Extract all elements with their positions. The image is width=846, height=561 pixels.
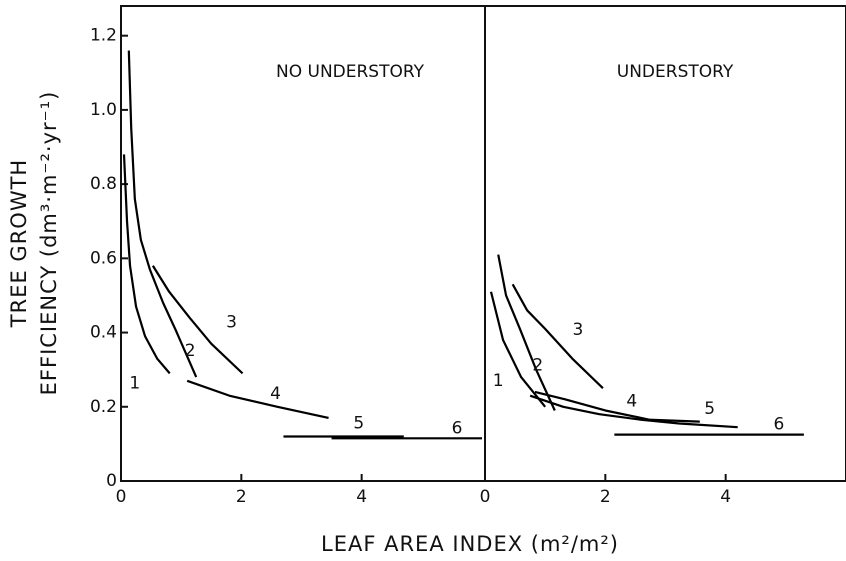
curve <box>127 50 198 378</box>
y-axis-label: TREE GROWTH <box>7 159 31 328</box>
curve-label: 2 <box>532 355 543 375</box>
y-axis-label: EFFICIENCY (dm³·m⁻²·yr⁻¹) <box>37 91 61 396</box>
curve-label: 1 <box>129 373 140 393</box>
y-tick-label: 0.2 <box>90 397 117 417</box>
panel-title: NO UNDERSTORY <box>276 62 425 82</box>
x-tick-label: 2 <box>236 487 247 507</box>
curve <box>529 394 738 429</box>
x-tick-label: 2 <box>600 487 611 507</box>
y-tick-label: 1.2 <box>90 26 117 46</box>
curve <box>534 390 700 423</box>
curve <box>151 265 244 375</box>
x-axis-label: LEAF AREA INDEX (m²/m²) <box>321 532 619 556</box>
curve-label: 3 <box>573 320 584 340</box>
curve-label: 6 <box>452 418 463 438</box>
panel-title: UNDERSTORY <box>617 62 734 82</box>
curve-label: 6 <box>773 415 784 435</box>
curve <box>511 283 604 390</box>
curve-label: 4 <box>270 384 281 404</box>
x-tick-label: 0 <box>480 487 491 507</box>
y-tick-label: 0.8 <box>90 174 117 194</box>
y-tick-label: 0.4 <box>90 323 117 343</box>
curve-label: 5 <box>353 413 364 433</box>
curve <box>122 154 171 375</box>
curve-label: 2 <box>185 341 196 361</box>
x-tick-label: 4 <box>720 487 731 507</box>
curve <box>186 379 329 419</box>
curve <box>497 254 556 411</box>
curve-label: 1 <box>493 371 504 391</box>
curve-label: 4 <box>626 392 637 412</box>
curve-label: 5 <box>704 399 715 419</box>
curve <box>489 291 547 408</box>
curve-label: 3 <box>226 312 237 332</box>
y-tick-label: 1.0 <box>90 100 117 120</box>
y-tick-label: 0.6 <box>90 248 117 268</box>
x-tick-label: 0 <box>116 487 127 507</box>
x-tick-label: 4 <box>356 487 367 507</box>
plot-frame <box>484 5 846 482</box>
y-tick-label: 0 <box>106 471 117 491</box>
